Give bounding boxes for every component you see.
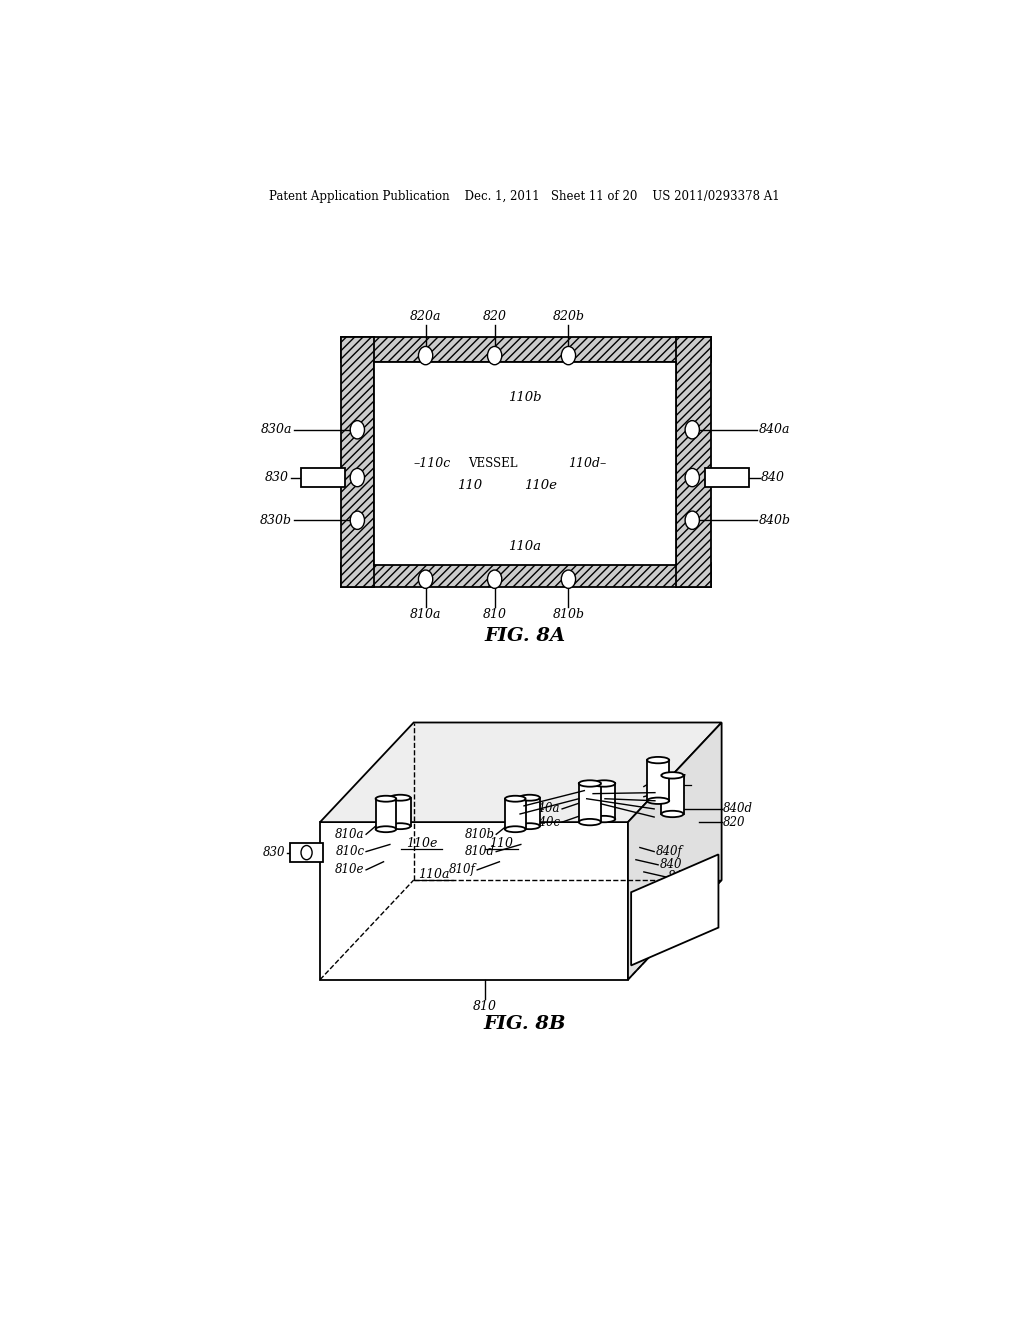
Bar — [519, 797, 540, 826]
Polygon shape — [321, 822, 628, 979]
Bar — [341, 338, 711, 362]
Circle shape — [561, 346, 575, 364]
Bar — [374, 362, 676, 565]
Circle shape — [301, 846, 312, 859]
Polygon shape — [628, 722, 722, 979]
Polygon shape — [631, 854, 719, 965]
Text: 820: 820 — [482, 310, 507, 323]
Text: 810a: 810a — [335, 828, 365, 841]
Ellipse shape — [662, 810, 684, 817]
Ellipse shape — [376, 796, 396, 801]
Text: 810f: 810f — [449, 863, 475, 876]
Text: 110: 110 — [457, 479, 482, 492]
Text: 840f: 840f — [655, 845, 683, 858]
Ellipse shape — [376, 826, 396, 832]
Bar — [341, 562, 711, 587]
Text: 840d: 840d — [723, 803, 754, 816]
Text: 820b: 820b — [553, 310, 585, 323]
Ellipse shape — [662, 772, 684, 779]
Bar — [301, 469, 345, 487]
Circle shape — [487, 570, 502, 589]
Ellipse shape — [390, 824, 411, 829]
Bar — [662, 775, 684, 814]
Ellipse shape — [390, 795, 411, 801]
Text: 820: 820 — [723, 816, 745, 829]
Text: 840: 840 — [659, 858, 682, 871]
Text: –110c: –110c — [414, 457, 451, 470]
Text: 110d–: 110d– — [568, 457, 606, 470]
Ellipse shape — [505, 826, 525, 832]
Text: 810: 810 — [482, 607, 507, 620]
Ellipse shape — [647, 756, 670, 763]
Text: 840e: 840e — [668, 870, 697, 883]
Text: 810a: 810a — [410, 607, 441, 620]
Circle shape — [350, 421, 365, 440]
Ellipse shape — [519, 824, 540, 829]
Circle shape — [685, 511, 699, 529]
Text: 840a: 840a — [759, 424, 791, 437]
Text: 110e: 110e — [406, 837, 437, 850]
Text: 840: 840 — [761, 471, 785, 484]
Bar — [290, 843, 324, 862]
Ellipse shape — [593, 780, 615, 787]
Ellipse shape — [505, 796, 525, 801]
Text: 830b: 830b — [260, 513, 292, 527]
Text: 820a: 820a — [410, 310, 441, 323]
Bar — [579, 784, 601, 822]
Text: 830a: 830a — [261, 424, 292, 437]
Text: Patent Application Publication    Dec. 1, 2011   Sheet 11 of 20    US 2011/02933: Patent Application Publication Dec. 1, 2… — [269, 190, 780, 202]
Bar — [390, 797, 411, 826]
Text: 840b: 840b — [655, 787, 686, 800]
Text: 810: 810 — [473, 1001, 497, 1012]
Circle shape — [487, 346, 502, 364]
Circle shape — [350, 469, 365, 487]
Text: FIG. 8A: FIG. 8A — [484, 627, 565, 645]
Text: FIG. 8B: FIG. 8B — [483, 1015, 566, 1034]
Text: 110e: 110e — [524, 479, 557, 492]
Text: 840c: 840c — [531, 816, 560, 829]
Polygon shape — [321, 722, 722, 822]
Circle shape — [685, 469, 699, 487]
Bar — [647, 760, 670, 801]
Text: 110d: 110d — [655, 774, 686, 787]
Text: 830: 830 — [265, 471, 289, 484]
Circle shape — [419, 346, 433, 364]
Text: 110a: 110a — [418, 869, 450, 882]
Circle shape — [419, 570, 433, 589]
Bar — [505, 799, 525, 829]
Text: 810b: 810b — [465, 828, 495, 841]
Circle shape — [350, 511, 365, 529]
Text: 840b: 840b — [759, 513, 791, 527]
Text: 830: 830 — [262, 846, 285, 859]
Circle shape — [561, 570, 575, 589]
Bar — [676, 338, 711, 587]
Text: 110b: 110b — [508, 391, 542, 404]
Text: 110: 110 — [489, 837, 513, 850]
Text: 840a: 840a — [531, 803, 560, 816]
Ellipse shape — [579, 780, 601, 787]
Text: VESSEL: VESSEL — [468, 457, 518, 470]
Text: 810c: 810c — [336, 845, 365, 858]
Bar — [593, 784, 615, 818]
Circle shape — [685, 421, 699, 440]
Text: 810b: 810b — [553, 607, 585, 620]
Text: 810e: 810e — [335, 863, 365, 876]
Bar — [376, 799, 396, 829]
Text: 110a: 110a — [508, 540, 542, 553]
Text: 810d: 810d — [465, 845, 495, 858]
Ellipse shape — [593, 816, 615, 822]
Ellipse shape — [647, 797, 670, 804]
Bar — [705, 469, 749, 487]
Bar — [341, 338, 374, 587]
Ellipse shape — [579, 818, 601, 825]
Ellipse shape — [519, 795, 540, 801]
